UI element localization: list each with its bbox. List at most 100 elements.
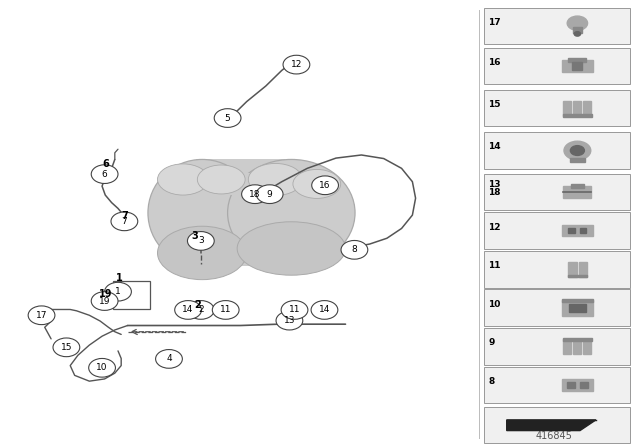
Text: 1: 1 — [116, 273, 123, 283]
Circle shape — [92, 165, 118, 184]
Text: 19: 19 — [99, 297, 110, 306]
Circle shape — [567, 16, 588, 30]
Circle shape — [188, 301, 214, 319]
FancyBboxPatch shape — [484, 407, 630, 444]
Text: 15: 15 — [488, 100, 500, 109]
FancyBboxPatch shape — [484, 47, 630, 84]
Bar — [569, 304, 586, 312]
Bar — [573, 101, 581, 116]
Text: 17: 17 — [488, 18, 501, 27]
Text: 14: 14 — [182, 306, 194, 314]
Bar — [562, 300, 593, 316]
Bar — [568, 275, 587, 277]
Ellipse shape — [248, 164, 303, 195]
Text: 4: 4 — [166, 354, 172, 363]
Text: 9: 9 — [267, 190, 273, 198]
Text: 12: 12 — [291, 60, 302, 69]
FancyBboxPatch shape — [484, 367, 630, 404]
Text: 18: 18 — [249, 190, 260, 198]
Text: 3: 3 — [191, 232, 198, 241]
Bar — [572, 62, 582, 69]
Text: 17: 17 — [36, 311, 47, 320]
Circle shape — [104, 282, 131, 301]
Bar — [583, 339, 591, 353]
Bar — [563, 114, 592, 116]
Circle shape — [92, 292, 118, 310]
Text: 14: 14 — [319, 306, 330, 314]
Text: 9: 9 — [488, 338, 495, 347]
Ellipse shape — [293, 169, 340, 198]
Circle shape — [276, 311, 303, 330]
Bar — [113, 280, 150, 310]
Bar — [562, 60, 593, 72]
Circle shape — [283, 55, 310, 74]
Bar — [583, 101, 591, 116]
Bar — [579, 262, 587, 276]
Text: 3: 3 — [198, 237, 204, 246]
Text: 6: 6 — [102, 170, 108, 179]
Circle shape — [574, 32, 580, 36]
Bar — [567, 382, 575, 388]
Bar — [568, 58, 586, 62]
Text: 7: 7 — [122, 211, 129, 220]
Bar — [563, 101, 571, 116]
Circle shape — [188, 232, 214, 250]
Circle shape — [256, 185, 283, 203]
Circle shape — [111, 212, 138, 231]
Bar — [259, 168, 323, 258]
Text: 19: 19 — [99, 289, 112, 299]
Bar — [563, 186, 591, 198]
Bar — [568, 228, 575, 233]
Bar — [573, 339, 581, 353]
Bar — [573, 27, 582, 33]
Circle shape — [564, 141, 591, 160]
Text: 8: 8 — [488, 377, 495, 386]
Circle shape — [53, 338, 80, 357]
Bar — [580, 382, 588, 388]
Bar — [562, 225, 593, 236]
Text: 1: 1 — [115, 287, 121, 296]
Circle shape — [156, 349, 182, 368]
Circle shape — [311, 301, 338, 319]
Bar — [563, 338, 592, 341]
Bar — [580, 228, 586, 233]
FancyBboxPatch shape — [484, 212, 630, 249]
Text: 416845: 416845 — [536, 431, 573, 441]
Circle shape — [28, 306, 55, 325]
Ellipse shape — [148, 159, 256, 266]
Circle shape — [214, 109, 241, 127]
Circle shape — [570, 146, 584, 155]
Ellipse shape — [197, 165, 245, 194]
Text: 10: 10 — [488, 300, 500, 309]
Circle shape — [341, 241, 368, 259]
Text: 10: 10 — [96, 363, 108, 372]
Ellipse shape — [157, 226, 246, 280]
Text: 6: 6 — [102, 159, 109, 169]
Text: 11: 11 — [488, 261, 500, 270]
Text: 14: 14 — [488, 142, 501, 151]
Circle shape — [175, 301, 202, 319]
Text: 11: 11 — [220, 306, 232, 314]
Bar — [562, 379, 593, 391]
Ellipse shape — [228, 159, 355, 266]
Polygon shape — [507, 420, 596, 431]
Circle shape — [312, 176, 339, 194]
Circle shape — [281, 301, 308, 319]
FancyBboxPatch shape — [484, 8, 630, 44]
Text: 15: 15 — [61, 343, 72, 352]
Text: 16: 16 — [488, 58, 500, 67]
FancyBboxPatch shape — [484, 328, 630, 365]
Bar — [570, 158, 585, 162]
Circle shape — [212, 301, 239, 319]
Bar — [563, 339, 571, 353]
Text: 16: 16 — [319, 181, 331, 190]
Bar — [562, 299, 593, 302]
Text: 12: 12 — [488, 223, 500, 232]
Text: 5: 5 — [225, 113, 230, 123]
Text: 7: 7 — [122, 217, 127, 226]
Text: 2: 2 — [198, 306, 204, 314]
Text: 13
18: 13 18 — [488, 180, 500, 197]
FancyBboxPatch shape — [484, 174, 630, 210]
Bar — [196, 173, 298, 195]
Text: 13: 13 — [284, 316, 295, 325]
